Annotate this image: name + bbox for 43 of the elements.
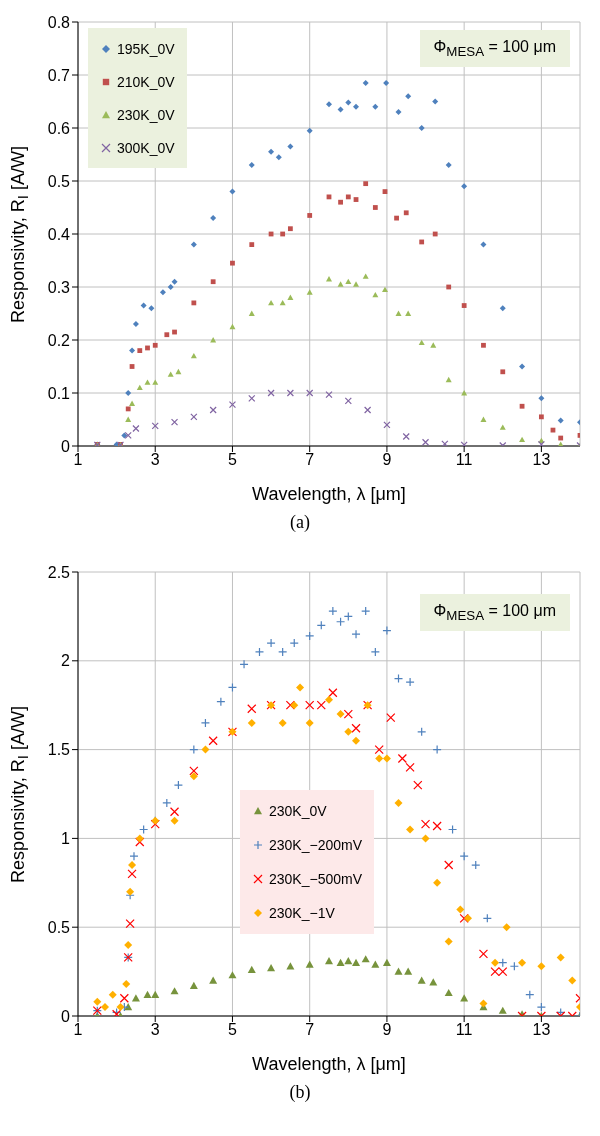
y-tick-label: 1	[61, 830, 71, 848]
x-tick-label: 3	[150, 1021, 160, 1039]
legend-label: 210K_0V	[117, 73, 175, 90]
x-tick-label: 7	[305, 451, 315, 469]
text: (a)	[289, 512, 311, 533]
y-tick-label: 0.5	[47, 918, 71, 936]
x-axis-title: Wavelength, λ [μm]	[252, 1054, 406, 1074]
x-tick-label: 11	[455, 451, 473, 469]
x-tick-label: 7	[305, 1021, 315, 1039]
y-tick-label: 0	[61, 1007, 71, 1025]
legend-label: 230K_0V	[269, 803, 327, 819]
x-tick-label: 9	[382, 1021, 392, 1039]
legend-label: 230K_−500mV	[269, 871, 363, 887]
text: (b)	[288, 1082, 312, 1103]
y-tick-label: 0.2	[47, 331, 71, 349]
annotation: Φ$_{MESA}$ = 100 μm	[419, 594, 570, 632]
y-tick-label: 0.3	[47, 278, 71, 296]
y-tick-label: 2.5	[47, 563, 71, 581]
y-tick-label: 0.7	[47, 66, 71, 84]
x-tick-label: 5	[228, 451, 238, 469]
y-tick-label: 0.1	[47, 384, 71, 402]
legend-label: 195K_0V	[117, 40, 175, 57]
y-tick-label: 2	[61, 652, 71, 670]
x-tick-label: 1	[73, 451, 83, 469]
x-tick-label: 13	[532, 451, 551, 469]
x-tick-label: 11	[455, 1021, 473, 1039]
y-tick-label: 0.6	[47, 119, 71, 137]
x-axis-title: Wavelength, λ [μm]	[252, 484, 406, 504]
legend-label: 230K_−1V	[269, 905, 335, 921]
x-tick-label: 3	[150, 451, 160, 469]
y-tick-label: 1.5	[47, 741, 71, 759]
x-tick-label: 13	[532, 1021, 551, 1039]
x-tick-label: 1	[73, 1021, 83, 1039]
x-tick-label: 5	[228, 1021, 238, 1039]
x-tick-label: 9	[382, 451, 392, 469]
y-tick-label: 0	[61, 437, 71, 455]
legend-label: 300K_0V	[117, 139, 175, 156]
legend-label: 230K_−200mV	[269, 837, 363, 853]
y-tick-label: 0.4	[47, 225, 71, 243]
annotation: Φ$_{MESA}$ = 100 μm	[419, 30, 570, 68]
legend-label: 230K_0V	[117, 106, 175, 123]
y-tick-label: 0.8	[47, 13, 71, 31]
y-tick-label: 0.5	[47, 172, 71, 190]
